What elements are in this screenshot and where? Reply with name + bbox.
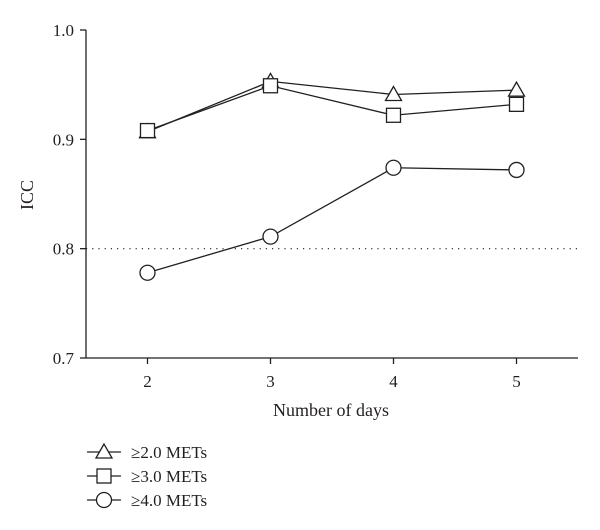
plot-area: 0.7 0.8 0.9 1.0 2 3 4 5 bbox=[53, 21, 578, 391]
legend-item: ≥2.0 METs bbox=[87, 442, 207, 462]
legend-item: ≥4.0 METs bbox=[87, 491, 207, 510]
legend-marker-triangle bbox=[94, 442, 114, 459]
x-tick-label: 2 bbox=[143, 372, 152, 391]
data-point-circle bbox=[508, 161, 525, 179]
legend-label: ≥4.0 METs bbox=[131, 491, 207, 510]
legend-item: ≥3.0 METs bbox=[87, 467, 207, 486]
series-square bbox=[139, 78, 525, 139]
data-point-square bbox=[385, 107, 402, 123]
legend: ≥2.0 METs ≥3.0 METs ≥4.0 METs bbox=[87, 442, 207, 510]
legend-marker-square bbox=[96, 468, 112, 484]
series-triangle bbox=[138, 72, 526, 139]
x-tick-label: 3 bbox=[266, 372, 275, 391]
y-tick-label: 0.7 bbox=[53, 349, 75, 368]
series-line bbox=[147, 80, 517, 133]
data-point-triangle bbox=[507, 80, 526, 97]
data-point-square bbox=[508, 96, 525, 112]
legend-label: ≥3.0 METs bbox=[131, 467, 207, 486]
series-line bbox=[147, 167, 517, 274]
y-tick-label: 0.9 bbox=[53, 130, 74, 149]
data-point-circle bbox=[262, 228, 279, 245]
data-point-circle bbox=[385, 159, 402, 176]
legend-marker-circle bbox=[95, 491, 113, 509]
y-axis-label: ICC bbox=[17, 180, 37, 210]
series-line bbox=[147, 85, 517, 132]
x-tick-label: 5 bbox=[512, 372, 521, 391]
y-tick-label: 0.8 bbox=[53, 240, 74, 259]
data-point-circle bbox=[139, 264, 156, 281]
series-circle bbox=[139, 159, 525, 281]
legend-label: ≥2.0 METs bbox=[131, 443, 207, 462]
data-point-square bbox=[139, 122, 156, 139]
y-tick-label: 1.0 bbox=[53, 21, 74, 40]
x-tick-label: 4 bbox=[389, 372, 398, 391]
data-point-triangle bbox=[384, 85, 403, 102]
x-axis-label: Number of days bbox=[273, 400, 389, 420]
data-point-square bbox=[262, 78, 279, 94]
